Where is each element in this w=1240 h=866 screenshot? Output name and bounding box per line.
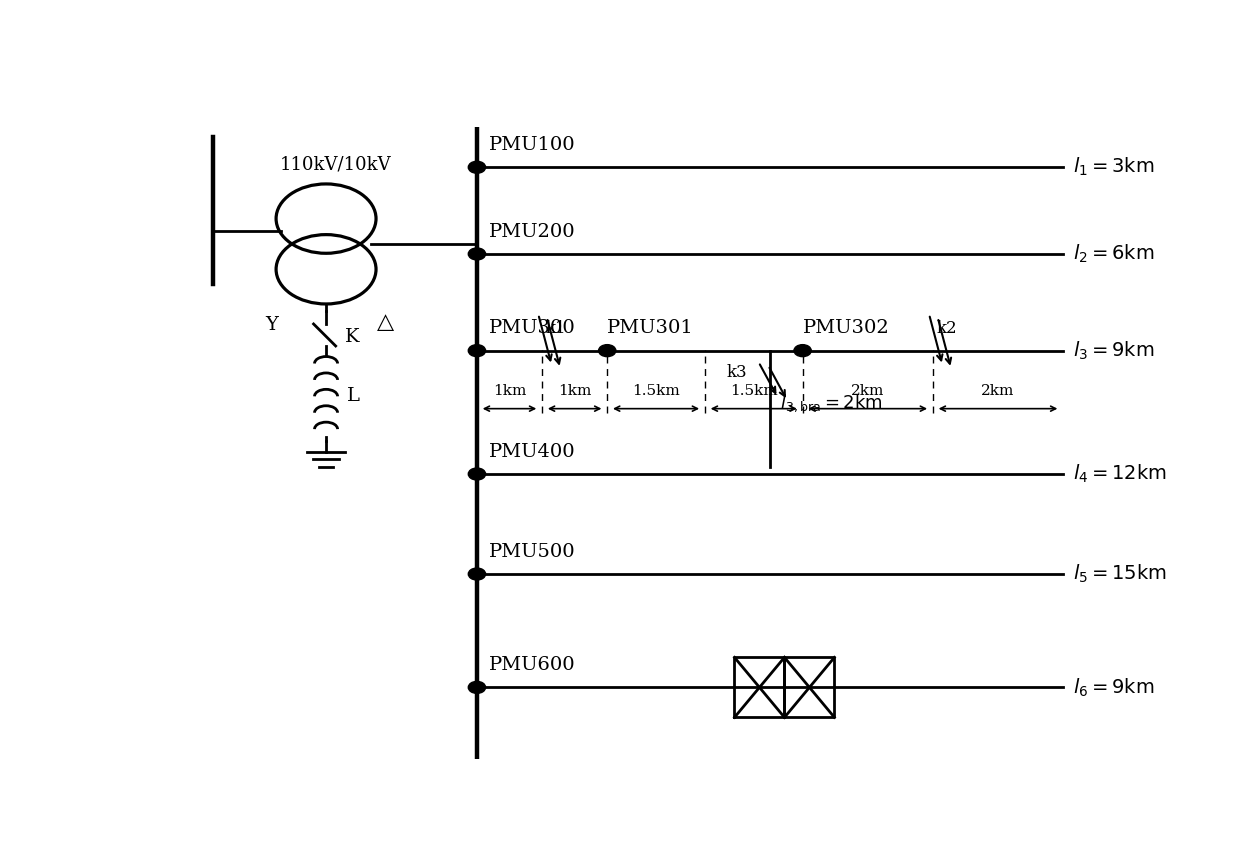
Circle shape xyxy=(794,345,811,357)
Circle shape xyxy=(469,682,486,694)
Text: 1km: 1km xyxy=(558,384,591,398)
Circle shape xyxy=(599,345,616,357)
Text: $\mathit{l}_{3,\mathrm{bra}} = 2\mathrm{km}$: $\mathit{l}_{3,\mathrm{bra}} = 2\mathrm{… xyxy=(780,392,883,414)
Circle shape xyxy=(469,568,486,580)
Text: PMU500: PMU500 xyxy=(489,543,575,560)
Circle shape xyxy=(469,468,486,480)
Text: Y: Y xyxy=(265,316,278,334)
Text: 110kV/10kV: 110kV/10kV xyxy=(280,156,392,174)
Text: PMU100: PMU100 xyxy=(489,136,575,154)
Text: PMU301: PMU301 xyxy=(608,320,694,338)
Text: L: L xyxy=(347,387,360,405)
Text: k2: k2 xyxy=(936,320,957,338)
Text: PMU300: PMU300 xyxy=(489,320,575,338)
Text: K: K xyxy=(345,328,360,346)
Text: PMU200: PMU200 xyxy=(489,223,575,241)
Text: PMU400: PMU400 xyxy=(489,443,575,461)
Circle shape xyxy=(469,248,486,260)
Circle shape xyxy=(469,345,486,357)
Text: $\triangle$: $\triangle$ xyxy=(372,312,396,333)
Text: PMU600: PMU600 xyxy=(489,656,575,674)
Text: 2km: 2km xyxy=(851,384,884,398)
Text: 1km: 1km xyxy=(492,384,526,398)
Text: $\mathit{l}_4 = 12\mathrm{km}$: $\mathit{l}_4 = 12\mathrm{km}$ xyxy=(1073,462,1167,485)
Text: $\mathit{l}_3 = 9\mathrm{km}$: $\mathit{l}_3 = 9\mathrm{km}$ xyxy=(1073,339,1154,362)
Text: 2km: 2km xyxy=(981,384,1014,398)
Text: k1: k1 xyxy=(546,320,567,338)
Text: PMU302: PMU302 xyxy=(802,320,889,338)
Text: $\mathit{l}_2 = 6\mathrm{km}$: $\mathit{l}_2 = 6\mathrm{km}$ xyxy=(1073,242,1154,265)
Text: $\mathit{l}_1 = 3\mathrm{km}$: $\mathit{l}_1 = 3\mathrm{km}$ xyxy=(1073,156,1154,178)
Text: $\mathit{l}_6 = 9\mathrm{km}$: $\mathit{l}_6 = 9\mathrm{km}$ xyxy=(1073,676,1154,699)
Text: k3: k3 xyxy=(727,364,748,381)
Text: 1.5km: 1.5km xyxy=(632,384,680,398)
Circle shape xyxy=(469,161,486,173)
Text: $\mathit{l}_5 = 15\mathrm{km}$: $\mathit{l}_5 = 15\mathrm{km}$ xyxy=(1073,563,1167,585)
Text: 1.5km: 1.5km xyxy=(730,384,777,398)
